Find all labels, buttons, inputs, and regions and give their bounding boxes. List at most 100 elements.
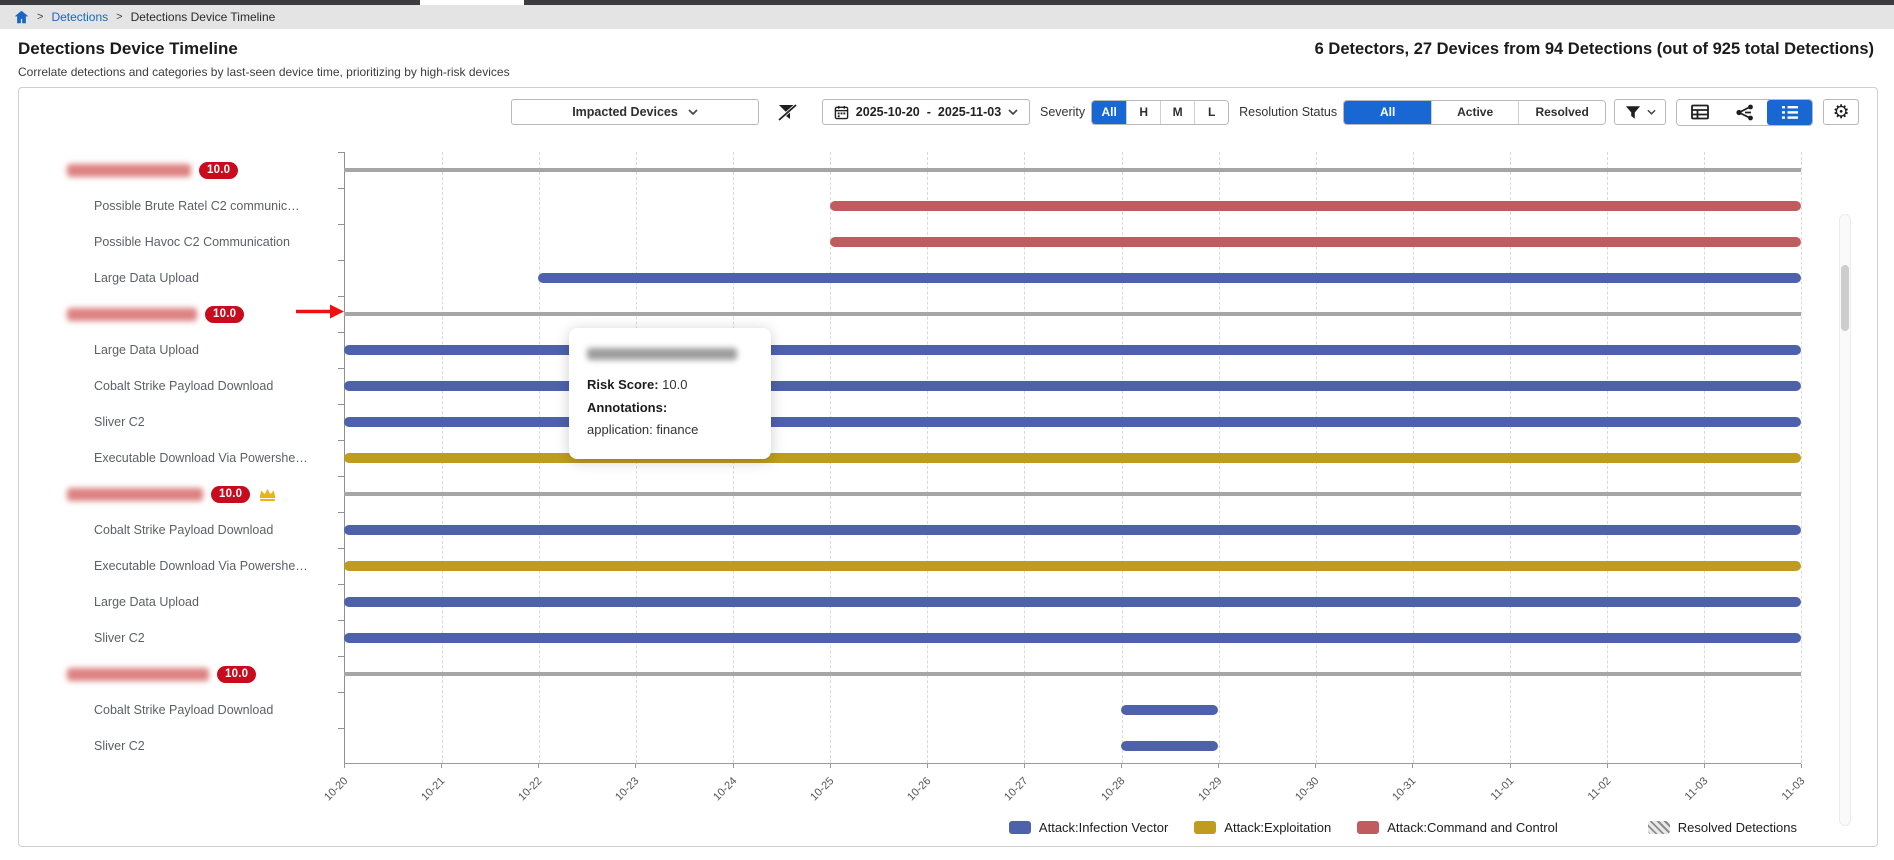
x-axis-tick (441, 764, 443, 768)
device-row: 10.0 (19, 476, 1877, 512)
breadcrumb-link-detections[interactable]: Detections (51, 10, 109, 24)
tooltip-annotations-label: Annotations: (587, 399, 668, 415)
legend-label: Attack:Command and Control (1387, 820, 1558, 835)
detection-label[interactable]: Possible Brute Ratel C2 communic… (94, 199, 300, 213)
detection-row: Sliver C2 (19, 620, 1877, 656)
detection-bar[interactable] (538, 273, 1801, 283)
legend-label: Attack:Infection Vector (1038, 820, 1169, 835)
breadcrumb-current: Detections Device Timeline (130, 10, 276, 24)
page-subtitle: Correlate detections and categories by l… (18, 65, 510, 79)
detection-bar[interactable] (344, 561, 1801, 571)
detection-label[interactable]: Executable Download Via Powershe… (94, 559, 308, 573)
detection-row: Sliver C2 (19, 728, 1877, 764)
impacted-devices-label: Impacted Devices (572, 105, 678, 119)
detection-bar[interactable] (344, 453, 1801, 463)
detection-bar[interactable] (1121, 705, 1219, 715)
x-axis-tick (1509, 764, 1511, 768)
device-separator-line (344, 168, 1801, 172)
detection-label[interactable]: Executable Download Via Powershe… (94, 451, 308, 465)
device-row: 10.0 (19, 656, 1877, 692)
detection-track (344, 728, 1801, 764)
detection-track (344, 692, 1801, 728)
date-range-picker[interactable]: 2025-10-20 - 2025-11-03 (822, 99, 1030, 125)
x-axis-label: 10-23 (613, 775, 642, 804)
detection-bar[interactable] (1121, 741, 1219, 751)
chevron-down-icon (688, 109, 698, 115)
device-separator-track (344, 656, 1801, 692)
severity-medium-button[interactable]: M (1160, 100, 1195, 124)
detection-bar[interactable] (829, 201, 1801, 211)
detection-label[interactable]: Large Data Upload (94, 595, 199, 609)
detection-label[interactable]: Cobalt Strike Payload Download (94, 379, 274, 393)
detection-row: Possible Brute Ratel C2 communic… (19, 188, 1877, 224)
list-view-icon[interactable] (1767, 99, 1813, 125)
detection-label[interactable]: Cobalt Strike Payload Download (94, 523, 274, 537)
impacted-devices-dropdown[interactable]: Impacted Devices (511, 99, 759, 125)
x-axis-label: 11-03 (1682, 775, 1711, 803)
x-axis-tick (926, 764, 928, 768)
resolution-status-label: Resolution Status (1239, 105, 1338, 119)
graph-view-icon[interactable] (1722, 99, 1768, 125)
x-axis-label: 11-03 (1779, 775, 1808, 803)
redacted-device-name (67, 163, 191, 177)
severity-low-button[interactable]: L (1194, 100, 1229, 124)
detection-track (344, 512, 1801, 548)
x-axis-tick (538, 764, 540, 768)
device-name-row[interactable]: 10.0 (19, 476, 344, 512)
toolbar: Impacted Devices 2025-10-20 - 2025-11-03 (19, 98, 1877, 126)
device-separator-line (344, 492, 1801, 496)
detection-label[interactable]: Large Data Upload (94, 343, 199, 357)
date-separator: - (926, 105, 931, 119)
detection-row: Large Data Upload (19, 584, 1877, 620)
filter-dropdown-button[interactable] (1614, 99, 1667, 125)
device-separator-track (344, 296, 1801, 332)
legend-label: Resolved Detections (1677, 820, 1797, 835)
detection-bar[interactable] (344, 525, 1801, 535)
detection-row: Sliver C2 (19, 404, 1877, 440)
filter-off-icon[interactable] (772, 99, 802, 125)
detection-bar[interactable] (344, 417, 1801, 427)
device-name-row[interactable]: 10.0 (19, 296, 344, 332)
detection-bar[interactable] (344, 345, 1801, 355)
device-name-row[interactable]: 10.0 (19, 152, 344, 188)
detection-label[interactable]: Possible Havoc C2 Communication (94, 235, 290, 249)
detection-row: Large Data Upload (19, 260, 1877, 296)
detection-track (344, 368, 1801, 404)
redacted-device-name (67, 487, 203, 501)
x-axis-tick (1218, 764, 1220, 768)
timeline-chart: 10.0 Possible Brute Ratel C2 communic… Pos… (19, 152, 1877, 826)
calendar-icon (834, 105, 849, 119)
y-axis-ticks (338, 152, 344, 764)
detection-row: Executable Download Via Powershe… (19, 548, 1877, 584)
detections-summary: 6 Detectors, 27 Devices from 94 Detectio… (1314, 40, 1874, 58)
settings-gear-icon[interactable]: ⚙ (1823, 99, 1860, 125)
detection-row: Executable Download Via Powershe… (19, 440, 1877, 476)
x-axis-label: 10-22 (516, 775, 545, 804)
severity-all-button[interactable]: All (1092, 100, 1127, 124)
resolution-all-button[interactable]: All (1344, 100, 1432, 124)
x-axis-label: 10-27 (1002, 775, 1031, 804)
severity-high-button[interactable]: H (1126, 100, 1161, 124)
detection-bar[interactable] (344, 633, 1801, 643)
resolution-active-button[interactable]: Active (1431, 100, 1519, 124)
x-axis-label: 11-01 (1488, 775, 1517, 803)
detection-bar[interactable] (829, 237, 1801, 247)
detection-label[interactable]: Large Data Upload (94, 271, 199, 285)
home-icon[interactable] (14, 10, 29, 24)
resolution-resolved-button[interactable]: Resolved (1518, 100, 1606, 124)
chevron-down-icon (1008, 109, 1018, 115)
device-separator-line (344, 672, 1801, 676)
detection-track (344, 548, 1801, 584)
scrollbar-thumb[interactable] (1841, 265, 1849, 331)
detection-label[interactable]: Sliver C2 (94, 415, 145, 429)
detection-bar[interactable] (344, 597, 1801, 607)
detection-label[interactable]: Cobalt Strike Payload Download (94, 703, 274, 717)
x-axis-label: 10-28 (1099, 775, 1128, 804)
detection-label[interactable]: Sliver C2 (94, 631, 145, 645)
table-view-icon[interactable] (1677, 99, 1723, 125)
detection-label[interactable]: Sliver C2 (94, 739, 145, 753)
resolution-status-segmented-control: All Active Resolved (1343, 99, 1607, 125)
device-name-row[interactable]: 10.0 (19, 656, 344, 692)
detection-bar[interactable] (344, 381, 1801, 391)
risk-score-badge: 10.0 (205, 305, 245, 323)
